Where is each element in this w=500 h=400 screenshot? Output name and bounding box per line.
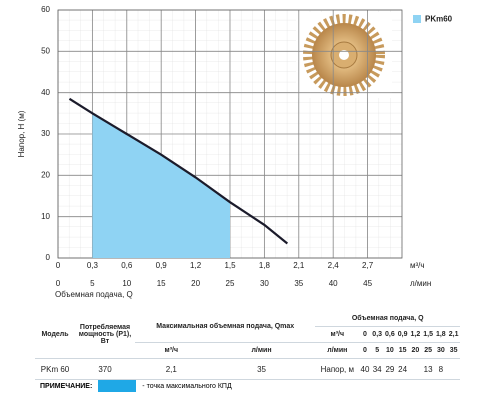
cell: 1,5 bbox=[421, 326, 435, 343]
spec-table: Модель Потребляемая мощность (P1), Вт Ма… bbox=[35, 311, 460, 380]
cell: 30 bbox=[434, 342, 448, 359]
y-tick-label: 50 bbox=[41, 46, 50, 55]
cell: 40 bbox=[359, 358, 371, 380]
th: л/мин bbox=[207, 342, 316, 359]
cell: 29 bbox=[383, 358, 397, 380]
x-axis-label: Объемная подача, Q bbox=[55, 290, 133, 299]
note-swatch bbox=[98, 380, 137, 392]
x2-tick-label: 25 bbox=[226, 279, 235, 288]
y-tick-label: 0 bbox=[46, 253, 51, 262]
legend-label: PKm60 bbox=[425, 15, 453, 24]
note-label: ПРИМЕЧАНИЕ: bbox=[40, 382, 93, 390]
cell: л/мин bbox=[315, 342, 360, 359]
chart: Напор, H (м) Объемная подача, Q м³/ч л/м… bbox=[17, 5, 453, 299]
cell: 8 bbox=[434, 358, 448, 380]
x-tick-label: 0,6 bbox=[121, 261, 133, 270]
y-tick-label: 40 bbox=[41, 88, 50, 97]
cell: 20 bbox=[409, 342, 422, 359]
y-tick-label: 60 bbox=[41, 5, 50, 14]
cell: 19 bbox=[409, 358, 422, 380]
cell: 34 bbox=[370, 358, 384, 380]
y-axis-label: Напор, H (м) bbox=[17, 110, 26, 157]
x-tick-label: 0,3 bbox=[87, 261, 99, 270]
cell: 25 bbox=[421, 342, 435, 359]
x-tick-label: 1,8 bbox=[259, 261, 271, 270]
x2-unit: л/мин bbox=[410, 279, 431, 288]
cell: 13 bbox=[421, 358, 435, 380]
cell: 35 bbox=[447, 342, 460, 359]
cell: 5 bbox=[370, 342, 384, 359]
x2-tick-label: 10 bbox=[122, 279, 131, 288]
legend-swatch bbox=[413, 15, 421, 23]
x-tick-label: 2,4 bbox=[328, 261, 340, 270]
th: м³/ч bbox=[135, 342, 208, 359]
cell: PKm 60 bbox=[35, 358, 75, 380]
x-tick-label: 0 bbox=[56, 261, 61, 270]
cell: 0,3 bbox=[370, 326, 384, 343]
cell: 0 bbox=[359, 342, 371, 359]
th: Потребляемая мощность (P1), Вт bbox=[75, 311, 135, 359]
x2-tick-label: 30 bbox=[260, 279, 269, 288]
note: ПРИМЕЧАНИЕ: - точка максимального КПД bbox=[40, 380, 232, 392]
cell: 0 bbox=[359, 326, 371, 343]
cell: 2,1 bbox=[135, 358, 208, 380]
x2-tick-label: 45 bbox=[363, 279, 372, 288]
bep-area bbox=[92, 113, 231, 258]
cell: м³/ч bbox=[315, 326, 360, 343]
cell: 2,1 bbox=[447, 326, 460, 343]
x2-tick-label: 0 bbox=[56, 279, 61, 288]
x-tick-label: 2,1 bbox=[293, 261, 305, 270]
cell: 35 bbox=[207, 358, 316, 380]
th: Модель bbox=[35, 311, 75, 359]
y-tick-label: 20 bbox=[41, 170, 50, 179]
th: Максимальная объемная подача, Qmax bbox=[135, 311, 316, 343]
cell: 15 bbox=[396, 342, 409, 359]
x-tick-label: 1,5 bbox=[224, 261, 236, 270]
cell: 1,2 bbox=[409, 326, 422, 343]
cell: Напор, м bbox=[315, 358, 360, 380]
x2-tick-label: 15 bbox=[157, 279, 166, 288]
cell: 370 bbox=[75, 358, 135, 380]
th: Объемная подача, Q bbox=[315, 311, 460, 327]
x-tick-label: 1,2 bbox=[190, 261, 202, 270]
empty-cell bbox=[447, 358, 460, 380]
cell: 1,8 bbox=[434, 326, 448, 343]
cell: 0,6 bbox=[383, 326, 397, 343]
x-tick-label: 0,9 bbox=[156, 261, 168, 270]
cell: 10 bbox=[383, 342, 397, 359]
impeller-photo bbox=[296, 12, 392, 98]
y-tick-label: 30 bbox=[41, 129, 50, 138]
x2-tick-label: 35 bbox=[294, 279, 303, 288]
y-tick-label: 10 bbox=[41, 212, 50, 221]
x2-tick-label: 5 bbox=[90, 279, 95, 288]
cell: 0,9 bbox=[396, 326, 409, 343]
x-unit: м³/ч bbox=[410, 261, 425, 270]
x2-tick-label: 20 bbox=[191, 279, 200, 288]
x-tick-label: 2,7 bbox=[362, 261, 374, 270]
note-text: - точка максимального КПД bbox=[142, 382, 232, 390]
x2-tick-label: 40 bbox=[329, 279, 338, 288]
cell: 24 bbox=[396, 358, 409, 380]
curve bbox=[68, 97, 289, 245]
